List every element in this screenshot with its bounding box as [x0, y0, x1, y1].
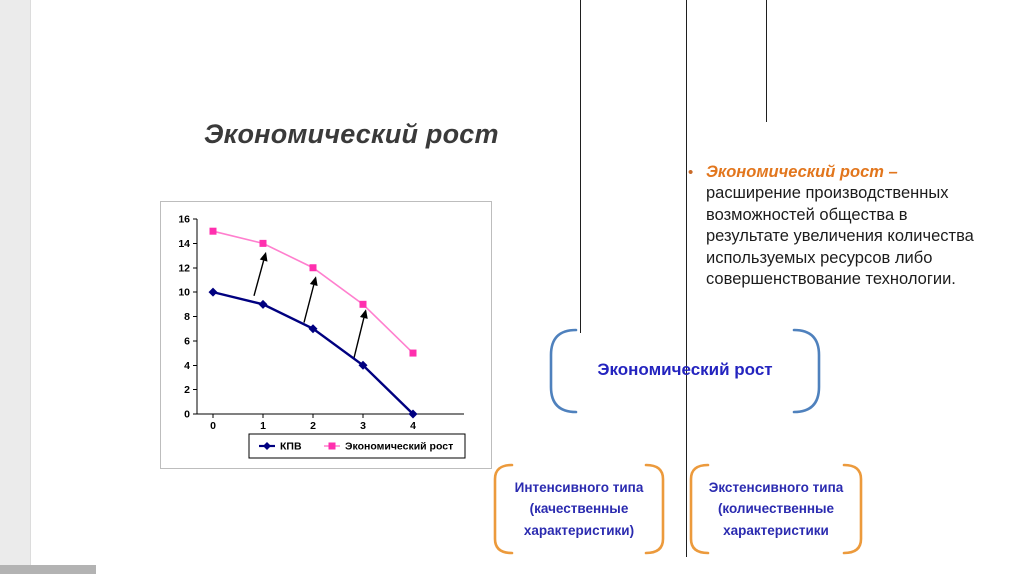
data-point — [259, 239, 267, 247]
extensive-type-text: Экстенсивного типа (количественные харак… — [704, 477, 848, 541]
series-1 — [208, 287, 418, 419]
x-tick-label: 3 — [360, 420, 366, 432]
right-blue-bracket-icon — [792, 328, 821, 414]
data-point — [409, 349, 417, 357]
term-text: Экономический рост – — [706, 163, 898, 181]
data-point — [358, 360, 368, 370]
chart-figure: 0 2 4 6 8 10 12 14 16 0 1 2 3 4 КПВ Экономический рост — [160, 201, 492, 469]
x-tick-label: 1 — [260, 420, 266, 432]
x-tick-label: 2 — [310, 420, 316, 432]
data-point — [408, 409, 418, 419]
decorative-vertical-line-3 — [766, 0, 767, 122]
extensive-type-box: Экстенсивного типа (количественные харак… — [688, 462, 864, 556]
y-tick-label: 2 — [184, 384, 190, 396]
intensive-line-2: (качественные — [529, 501, 629, 517]
y-tick-label: 8 — [184, 311, 190, 323]
bullet-marker: • — [688, 164, 694, 181]
series-2 — [209, 227, 417, 357]
decorative-vertical-line-1 — [580, 0, 581, 333]
left-orange-bracket-icon — [493, 463, 514, 555]
legend-label: Экономический рост — [345, 441, 453, 453]
legend-label: КПВ — [280, 441, 302, 453]
chart-legend: КПВ Экономический рост — [248, 433, 466, 459]
x-tick-label: 4 — [410, 420, 416, 432]
extensive-line-1: Экстенсивного типа — [708, 480, 844, 495]
y-tick-label: 16 — [178, 214, 190, 226]
data-point — [359, 300, 367, 308]
data-point — [309, 264, 317, 272]
x-tick-label: 0 — [210, 420, 216, 432]
slide-bottom-edge — [0, 565, 96, 574]
y-tick-label: 0 — [184, 409, 190, 421]
definition-bullet: • Экономический рост – расширение произв… — [688, 162, 990, 291]
intensive-type-box: Интенсивного типа (качественные характер… — [492, 462, 666, 556]
left-blue-bracket-icon — [549, 328, 578, 414]
extensive-line-2: (количественные — [717, 501, 835, 517]
y-tick-label: 14 — [178, 238, 190, 250]
intensive-line-1: Интенсивного типа — [514, 480, 644, 495]
intensive-type-text: Интенсивного типа (качественные характер… — [508, 477, 650, 541]
definition-body: расширение производственных возможностей… — [706, 184, 974, 289]
data-point — [208, 287, 218, 297]
economic-growth-label-group: Экономический рост — [548, 327, 822, 415]
intensive-line-3: характеристики) — [523, 522, 635, 538]
chart-axes — [193, 218, 464, 418]
growth-arrows — [253, 251, 368, 359]
data-point — [308, 324, 318, 334]
left-orange-bracket-icon — [689, 463, 710, 555]
slide-left-margin-strip — [0, 0, 31, 574]
right-orange-bracket-icon — [842, 463, 863, 555]
data-point — [258, 299, 268, 309]
extensive-line-3: характеристики — [723, 522, 829, 538]
y-tick-label: 4 — [184, 360, 190, 372]
economic-growth-label: Экономический рост — [597, 360, 773, 379]
data-point — [209, 227, 217, 235]
y-tick-label: 10 — [178, 287, 190, 299]
y-tick-label: 12 — [178, 262, 190, 274]
y-tick-label: 6 — [184, 335, 190, 347]
right-orange-bracket-icon — [644, 463, 665, 555]
definition-text: Экономический рост – расширение производ… — [706, 162, 990, 291]
decorative-vertical-line-2 — [686, 0, 687, 557]
page-title: Экономический рост — [204, 119, 499, 149]
